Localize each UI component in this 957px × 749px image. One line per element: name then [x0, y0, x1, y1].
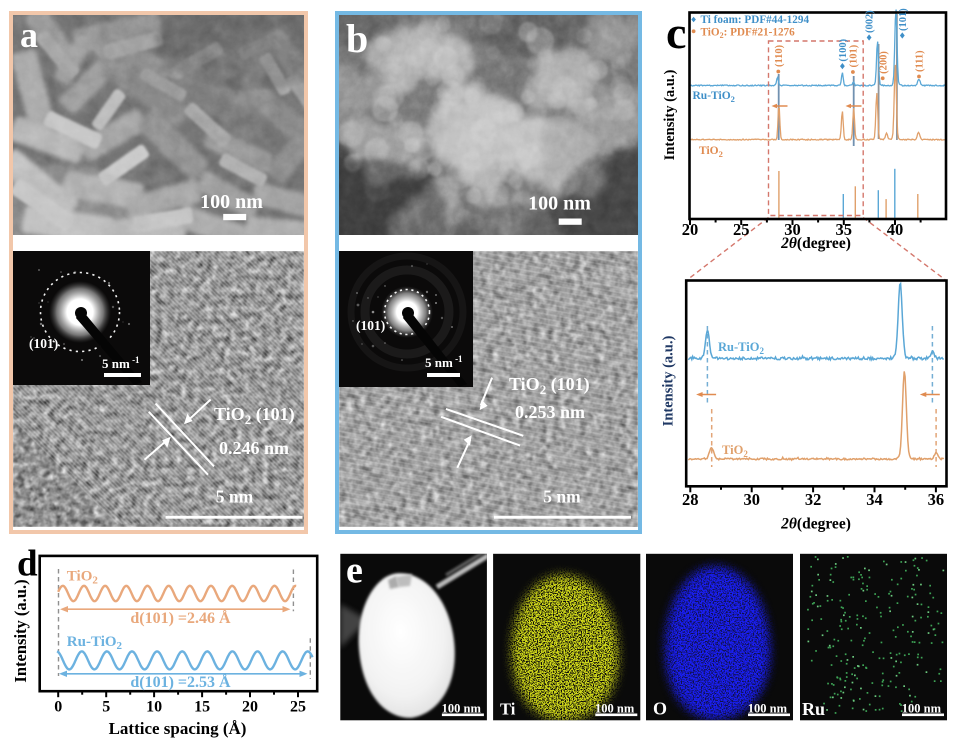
svg-text:(200): (200) — [878, 51, 889, 74]
svg-text:Lattice spacing (Å): Lattice spacing (Å) — [109, 719, 247, 738]
svg-text:(101): (101) — [356, 318, 385, 333]
svg-text:Ti foam: PDF#44-1294: Ti foam: PDF#44-1294 — [701, 14, 810, 26]
svg-text:b: b — [346, 16, 368, 61]
svg-text:0.246 nm: 0.246 nm — [219, 438, 289, 458]
svg-text:100 nm: 100 nm — [200, 191, 263, 213]
svg-text:a: a — [20, 15, 38, 55]
svg-text:0.253 nm: 0.253 nm — [515, 402, 585, 422]
svg-text:20: 20 — [682, 220, 699, 239]
svg-text:(101): (101) — [849, 44, 860, 67]
svg-text:100 nm: 100 nm — [595, 702, 635, 716]
svg-text:25: 25 — [733, 220, 750, 239]
svg-text:(002): (002) — [865, 10, 876, 33]
svg-text:30: 30 — [784, 220, 801, 239]
svg-text:(101): (101) — [898, 8, 909, 31]
svg-text:Ru-TiO2: Ru-TiO2 — [67, 634, 123, 652]
svg-text:32: 32 — [805, 490, 822, 509]
svg-text:5 nm: 5 nm — [216, 487, 254, 507]
svg-text:100 nm: 100 nm — [442, 702, 482, 716]
svg-text:34: 34 — [866, 490, 883, 509]
svg-text:28: 28 — [682, 490, 699, 509]
svg-text:30: 30 — [743, 490, 760, 509]
svg-text:100 nm: 100 nm — [748, 702, 788, 716]
svg-text:Intensity (a.u.): Intensity (a.u.) — [661, 336, 677, 427]
svg-text:Intensity (a.u.): Intensity (a.u.) — [662, 70, 678, 161]
svg-text:25: 25 — [290, 699, 306, 716]
svg-text:15: 15 — [194, 699, 210, 716]
svg-text:(101): (101) — [29, 336, 58, 351]
svg-text:TiO2: TiO2 — [67, 569, 99, 587]
svg-text:TiO2: PDF#21-1276: TiO2: PDF#21-1276 — [701, 26, 796, 40]
svg-text:Ru-TiO2: Ru-TiO2 — [693, 90, 735, 104]
svg-text:c: c — [666, 7, 686, 58]
svg-text:TiO2: TiO2 — [722, 443, 748, 459]
svg-text:O: O — [653, 699, 667, 719]
svg-text:TiO2 (101): TiO2 (101) — [509, 374, 590, 397]
svg-text:10: 10 — [146, 699, 162, 716]
svg-text:35: 35 — [836, 220, 853, 239]
svg-text:d(101) =2.46 Å: d(101) =2.46 Å — [130, 609, 231, 627]
svg-text:100 nm: 100 nm — [528, 193, 591, 215]
svg-text:2θ(degree): 2θ(degree) — [780, 516, 851, 533]
svg-text:Intensity (a.u.): Intensity (a.u.) — [11, 579, 30, 682]
svg-text:(100): (100) — [838, 38, 849, 61]
svg-text:TiO2: TiO2 — [699, 145, 723, 159]
svg-text:(111): (111) — [915, 50, 926, 72]
svg-text:36: 36 — [928, 490, 945, 509]
svg-text:Ru: Ru — [802, 699, 825, 719]
svg-text:0: 0 — [54, 699, 62, 716]
svg-text:Ti: Ti — [500, 700, 516, 719]
svg-text:d(101) =2.53 Å: d(101) =2.53 Å — [130, 673, 231, 691]
svg-text:40: 40 — [887, 220, 904, 239]
svg-text:100 nm: 100 nm — [902, 702, 942, 716]
svg-text:d: d — [17, 544, 38, 585]
svg-text:Ru-TiO2: Ru-TiO2 — [718, 340, 764, 356]
svg-text:2θ(degree): 2θ(degree) — [780, 235, 851, 252]
svg-text:e: e — [346, 550, 363, 592]
svg-text:(110): (110) — [774, 44, 785, 67]
svg-text:20: 20 — [242, 699, 258, 716]
svg-text:5: 5 — [102, 699, 110, 716]
svg-text:5 nm: 5 nm — [543, 487, 581, 507]
svg-text:TiO2 (101): TiO2 (101) — [214, 404, 295, 427]
